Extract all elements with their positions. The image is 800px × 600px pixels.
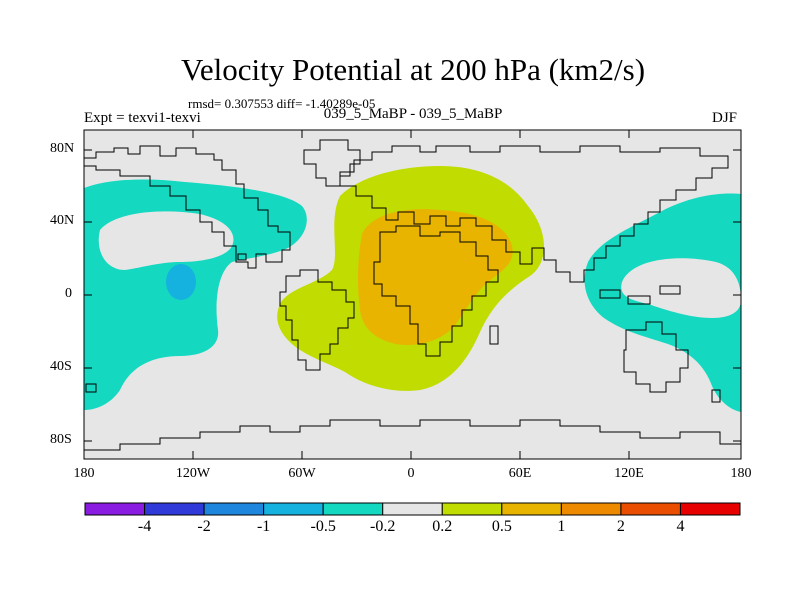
lat-label-40s: 40S [50,359,72,374]
colorbar-label: -2 [197,518,211,535]
colorbar-box [441,502,503,516]
figure-title: Velocity Potential at 200 hPa (km2/s) [180,52,646,87]
colorbar-label: 4 [676,518,685,535]
colorbar-label: 1 [557,518,566,535]
colorbar-label: 0.5 [491,518,512,535]
coastlines [84,139,741,451]
coastline-africa [373,225,499,357]
colorbar-box [263,502,324,516]
colorbar-label: -0.2 [370,518,396,535]
axis-ticks [84,130,741,459]
experiment-label: Expt = texvi1-texvi [84,110,201,126]
coastline-australia [623,321,689,393]
contour-fields [84,166,741,412]
colorbar [84,502,741,516]
coastline-north-america [84,145,291,269]
lon-label-0: 0 [407,466,415,481]
coastline-islands [599,285,681,305]
stats-line: rmsd= 0.307553 diff= -1.40289e-05 [188,96,376,111]
coastline-eurasia [339,145,729,283]
near-zero-hole-east-south [647,350,708,408]
near-zero-hole-pacific [98,211,234,270]
colorbar-label: -4 [137,518,152,535]
colorbar-label: 2 [616,518,625,535]
lon-label-60w: 60W [288,466,316,481]
colorbar-box [322,502,384,516]
lat-label-80n: 80N [50,141,75,156]
lat-label-80s: 80S [50,432,72,447]
colorbar-box [144,502,205,516]
coastline-south-america [279,269,355,371]
colorbar-box [84,502,146,516]
colorbar-label: -0.5 [310,518,336,535]
lat-label-0: 0 [65,286,72,301]
colorbar-box [203,502,265,516]
lon-label-180w: 180 [73,466,95,481]
lon-label-180e: 180 [730,466,752,481]
lon-label-120w: 120W [175,466,211,481]
colorbar-label: 0.2 [432,518,453,535]
colorbar-box [382,502,443,516]
colorbar-box [679,502,741,516]
colorbar-box [560,502,622,516]
season-label: DJF [712,110,738,126]
lon-label-120e: 120E [614,466,644,481]
positive-core-africa [358,209,513,346]
colorbar-box [501,502,562,516]
period-label: 039_5_MaBP - 039_5_MaBP [323,106,503,122]
coastline-new-zealand [711,389,721,403]
near-zero-hole-east [621,258,741,318]
lon-label-60e: 60E [508,466,532,481]
colorbar-label: -1 [256,518,271,535]
coastline-greenland [303,139,361,187]
coastline-pacific-islands [85,253,247,393]
lat-label-40n: 40N [50,213,75,228]
coastline-madagascar [489,325,499,345]
negative-core-pacific [166,264,196,300]
colorbar-box [620,502,681,516]
coastline-antarctica [84,419,741,451]
